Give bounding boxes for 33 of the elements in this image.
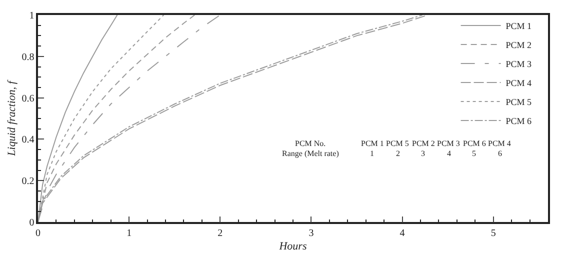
legend-label: PCM 4 xyxy=(506,78,532,88)
y-tick-label: 0.8 xyxy=(22,52,34,63)
y-tick-label: 1 xyxy=(29,10,34,22)
annotation: 6 xyxy=(498,149,502,158)
annotation: PCM 3 xyxy=(437,139,460,148)
legend-label: PCM 3 xyxy=(506,58,532,69)
annotation: PCM 1 xyxy=(361,139,384,148)
annotation: 5 xyxy=(472,149,476,158)
x-tick-label: 4 xyxy=(400,228,405,239)
legend-label: PCM 1 xyxy=(506,20,532,31)
annotation: 2 xyxy=(396,149,400,158)
x-tick-label: 3 xyxy=(308,228,314,239)
x-tick-label: 5 xyxy=(490,228,496,239)
legend-label: PCM 2 xyxy=(506,40,532,50)
annotation: 3 xyxy=(421,149,425,158)
y-tick-label: 0 xyxy=(29,218,34,228)
y-tick-label: 0.4 xyxy=(22,134,34,146)
x-tick-label: 2 xyxy=(218,228,223,239)
annotation: PCM 5 xyxy=(386,139,409,148)
annotation: PCM No. xyxy=(295,139,326,148)
y-tick-label: 0.6 xyxy=(22,93,34,104)
legend-label: PCM 6 xyxy=(506,116,532,126)
x-tick-label: 1 xyxy=(126,228,132,239)
annotation: PCM 4 xyxy=(488,139,511,148)
annotation: PCM 6 xyxy=(463,139,486,148)
x-axis-title: Hours xyxy=(278,240,307,252)
legend-label: PCM 5 xyxy=(506,96,532,107)
y-axis-title: Liquid fraction, f xyxy=(6,79,18,157)
annotation: 4 xyxy=(447,149,451,158)
annotation: PCM 2 xyxy=(412,139,435,148)
annotation: 1 xyxy=(370,149,374,158)
y-tick-label: 0.2 xyxy=(22,176,34,188)
annotation: Range (Melt rate) xyxy=(282,149,340,158)
